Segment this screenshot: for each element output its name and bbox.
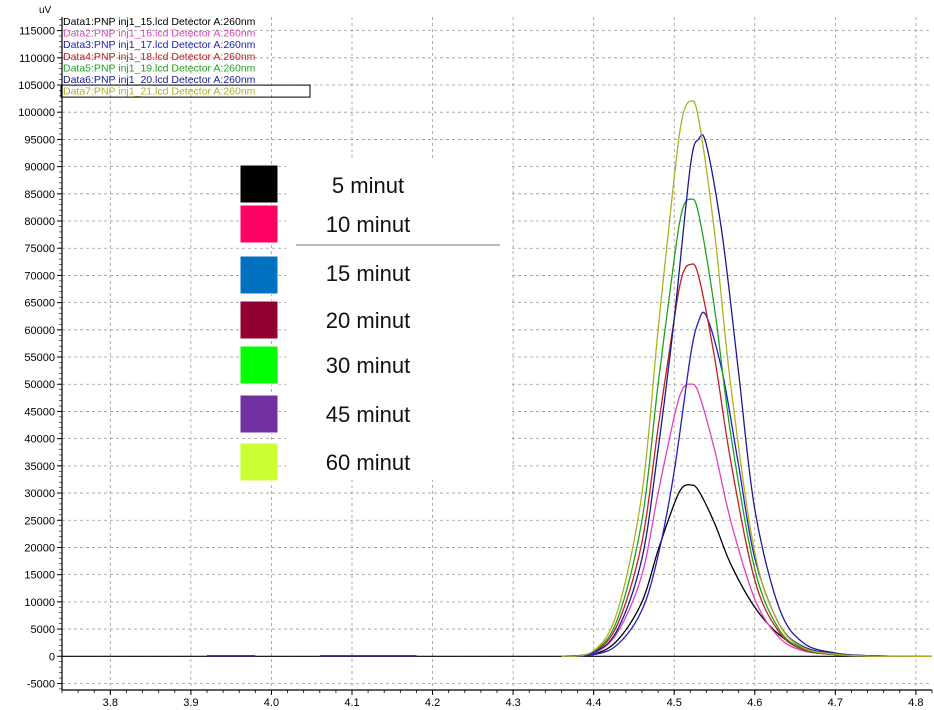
y-tick-label: 20000 — [24, 542, 55, 554]
overlay-swatch — [239, 345, 279, 385]
x-tick-label: 4.4 — [586, 697, 601, 709]
y-tick-label: 25000 — [24, 515, 55, 527]
data-legend-entry: Data6:PNP inj1_20.lcd Detector A:260nm — [63, 74, 256, 86]
y-tick-label: 40000 — [24, 434, 55, 446]
data-legend-selected-box — [60, 84, 311, 98]
y-tick-label: 65000 — [24, 298, 55, 310]
y-tick-label: 95000 — [24, 134, 55, 146]
y-tick-label: 75000 — [24, 243, 55, 255]
y-unit-label: uV — [39, 5, 52, 16]
x-tick-label: 4.2 — [425, 697, 440, 709]
data-legend-entry: Data4:PNP inj1_18.lcd Detector A:260nm — [63, 51, 256, 63]
series-line-6 — [561, 134, 933, 657]
x-tick-label: 3.9 — [183, 697, 198, 709]
overlay-swatch — [239, 204, 279, 244]
data-file-legend: Data1:PNP inj1_15.lcd Detector A:260nmDa… — [60, 16, 311, 98]
overlay-swatch — [239, 164, 279, 204]
x-tick-label: 3.8 — [103, 697, 118, 709]
overlay-label: 10 minut — [326, 212, 410, 237]
overlay-label: 20 minut — [326, 308, 410, 333]
x-tick-label: 4.1 — [344, 697, 359, 709]
y-tick-label: 50000 — [24, 379, 55, 391]
y-tick-label: 15000 — [24, 570, 55, 582]
series-lines — [207, 100, 933, 657]
overlay-label: 30 minut — [326, 353, 410, 378]
overlay-swatch — [239, 394, 279, 434]
y-tick-label: 90000 — [24, 162, 55, 174]
data-legend-entry: Data2:PNP inj1_16.lcd Detector A:260nm — [63, 28, 256, 40]
y-tick-label: 45000 — [24, 406, 55, 418]
y-tick-label: 30000 — [24, 488, 55, 500]
data-legend-entry: Data1:PNP inj1_15.lcd Detector A:260nm — [63, 16, 256, 28]
series-line-7 — [561, 100, 932, 657]
y-tick-label: 85000 — [24, 189, 55, 201]
y-tick-labels: -5000 0 5000 10000 15000 20000 25000 30000 35000… — [18, 26, 55, 691]
y-tick-label: 60000 — [24, 325, 55, 337]
overlay-label: 5 minut — [332, 173, 404, 198]
overlay-label: 60 minut — [326, 450, 410, 475]
overlay-backdrop — [286, 160, 512, 480]
x-tick-label: 4.6 — [747, 697, 762, 709]
y-tick-label: -5000 — [27, 678, 55, 690]
x-tick-labels: 3.8 3.9 4.0 4.1 4.2 4.3 4.4 4.5 4.6 4.7 4.8 — [103, 697, 924, 709]
y-tick-label: 100000 — [18, 107, 55, 119]
x-tick-label: 4.0 — [264, 697, 279, 709]
data-legend-entry: Data7:PNP inj1_21.lcd Detector A:260nm — [63, 86, 256, 98]
y-tick-label: 80000 — [24, 216, 55, 228]
y-tick-label: 10000 — [24, 597, 55, 609]
y-tick-label: 115000 — [19, 26, 55, 38]
x-tick-label: 4.7 — [828, 697, 843, 709]
y-tick-label: 35000 — [24, 461, 55, 473]
y-tick-label: 110000 — [19, 53, 55, 65]
overlay-swatch — [239, 255, 279, 295]
data-legend-entry: Data5:PNP inj1_19.lcd Detector A:260nm — [63, 62, 256, 74]
y-tick-label: 70000 — [24, 270, 55, 282]
data-legend-entry: Data3:PNP inj1_17.lcd Detector A:260nm — [63, 39, 256, 51]
overlay-label: 45 minut — [326, 402, 410, 427]
y-tick-label: 0 — [49, 651, 55, 663]
overlay-swatch — [239, 300, 279, 340]
x-tick-label: 4.8 — [908, 697, 923, 709]
y-tick-label: 105000 — [18, 80, 55, 92]
overlay-swatch — [239, 442, 279, 482]
overlay-label: 15 minut — [326, 261, 410, 286]
x-tick-label: 4.3 — [505, 697, 520, 709]
x-tick-label: 4.5 — [667, 697, 682, 709]
y-tick-label: 5000 — [31, 624, 55, 636]
time-legend-overlay: 5 minut 10 minut 15 minut 20 minut 30 minut 4… — [239, 160, 512, 482]
y-tick-label: 55000 — [24, 352, 55, 364]
